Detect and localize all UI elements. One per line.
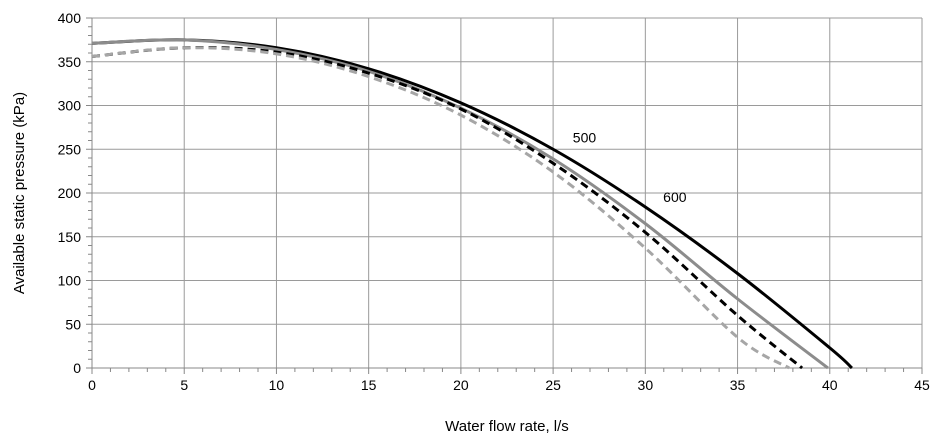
x-tick-label: 15 — [361, 377, 377, 393]
y-tick-label: 400 — [58, 10, 82, 26]
curve-annotations: 500 600 — [573, 129, 687, 205]
y-tick-label: 100 — [58, 273, 82, 289]
x-tick-label: 10 — [269, 377, 285, 393]
x-tick-label: 25 — [545, 377, 561, 393]
series-lines — [91, 38, 853, 370]
y-tick-label: 350 — [58, 54, 82, 70]
y-tick-label: 250 — [58, 141, 82, 157]
x-tick-labels: 0 5 10 15 20 25 30 35 40 45 — [88, 377, 930, 393]
series-line-4 — [91, 46, 790, 370]
y-tick-label: 0 — [73, 360, 81, 376]
x-tick-label: 5 — [180, 377, 188, 393]
y-tick-label: 200 — [58, 185, 82, 201]
grid-lines — [92, 17, 923, 368]
series-line-3 — [91, 46, 804, 370]
x-tick-label: 40 — [822, 377, 838, 393]
series-line-2 — [91, 38, 829, 370]
x-tick-label: 30 — [638, 377, 654, 393]
x-axis-title: Water flow rate, l/s — [445, 418, 569, 435]
x-tick-label: 45 — [914, 377, 930, 393]
x-tick-label: 0 — [88, 377, 96, 393]
axes — [91, 18, 922, 369]
annotation-label: 500 — [573, 129, 597, 145]
y-axis-title: Available static pressure (kPa) — [11, 92, 28, 294]
y-tick-labels: 0 50 100 150 200 250 300 350 400 — [58, 10, 82, 376]
y-tick-label: 50 — [65, 316, 81, 332]
x-tick-label: 35 — [730, 377, 746, 393]
annotation-label: 600 — [663, 189, 687, 205]
y-tick-label: 300 — [58, 98, 82, 114]
x-tick-label: 20 — [453, 377, 469, 393]
minor-ticks — [86, 17, 923, 374]
y-tick-label: 150 — [58, 229, 82, 245]
